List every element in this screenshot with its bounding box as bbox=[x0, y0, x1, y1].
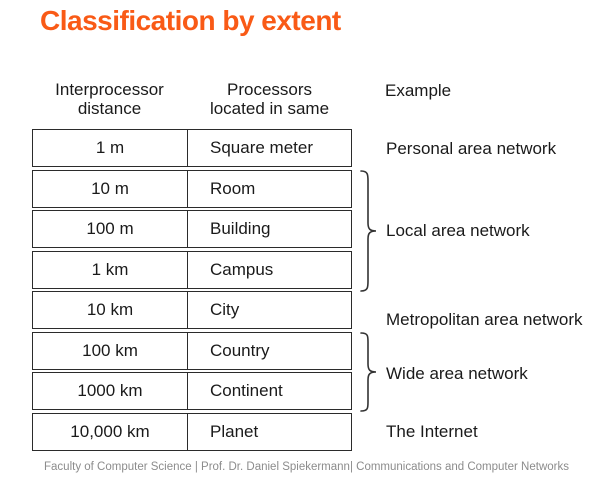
location-cell: Room bbox=[187, 170, 351, 207]
column-header-interprocessor-distance: Interprocessor distance bbox=[32, 80, 187, 118]
location-cell: Country bbox=[187, 332, 351, 369]
table-row: 1000 km Continent bbox=[32, 372, 352, 410]
location-cell: City bbox=[187, 292, 351, 328]
location-cell: Building bbox=[187, 211, 351, 247]
distance-cell: 100 km bbox=[82, 340, 138, 360]
example-local-area-network: Local area network bbox=[386, 221, 530, 240]
brace-local-area-network bbox=[360, 170, 377, 292]
distance-cell: 100 m bbox=[86, 219, 134, 238]
distance-cell: 10,000 km bbox=[70, 421, 150, 441]
distance-cell: 1 km bbox=[91, 259, 129, 279]
table-row: 1 m Square meter bbox=[32, 129, 352, 167]
slide-footer: Faculty of Computer Science | Prof. Dr. … bbox=[44, 461, 569, 473]
example-metropolitan-area-network: Metropolitan area network bbox=[386, 310, 583, 329]
classification-table: 1 m Square meter 10 m Room 100 m Buildin… bbox=[32, 129, 352, 451]
distance-cell: 1 m bbox=[95, 138, 125, 157]
header-line: Processors bbox=[226, 80, 313, 99]
location-cell: Campus bbox=[187, 251, 351, 288]
column-header-processors-located-in-same: Processors located in same bbox=[187, 80, 352, 118]
table-row: 10 m Room bbox=[32, 169, 352, 208]
table-row: 10 km City bbox=[32, 291, 352, 329]
location-cell: Continent bbox=[187, 373, 351, 409]
example-wide-area-network: Wide area network bbox=[386, 364, 528, 383]
slide-title: Classification by extent bbox=[40, 5, 341, 36]
table-row: 10,000 km Planet bbox=[32, 412, 352, 451]
location-cell: Square meter bbox=[187, 130, 351, 166]
table-row: 1 km Campus bbox=[32, 250, 352, 289]
distance-cell: 10 km bbox=[86, 300, 134, 319]
header-line: distance bbox=[77, 99, 142, 118]
header-line: Interprocessor bbox=[55, 80, 164, 99]
example-the-internet: The Internet bbox=[386, 422, 478, 441]
column-header-example: Example bbox=[385, 81, 452, 100]
header-line: located in same bbox=[209, 99, 330, 118]
distance-cell: 10 m bbox=[91, 178, 129, 198]
example-personal-area-network: Personal area network bbox=[386, 139, 557, 158]
brace-wide-area-network bbox=[360, 332, 377, 412]
distance-cell: 1000 km bbox=[77, 381, 143, 400]
table-row: 100 km Country bbox=[32, 331, 352, 370]
table-row: 100 m Building bbox=[32, 210, 352, 248]
location-cell: Planet bbox=[187, 413, 351, 450]
